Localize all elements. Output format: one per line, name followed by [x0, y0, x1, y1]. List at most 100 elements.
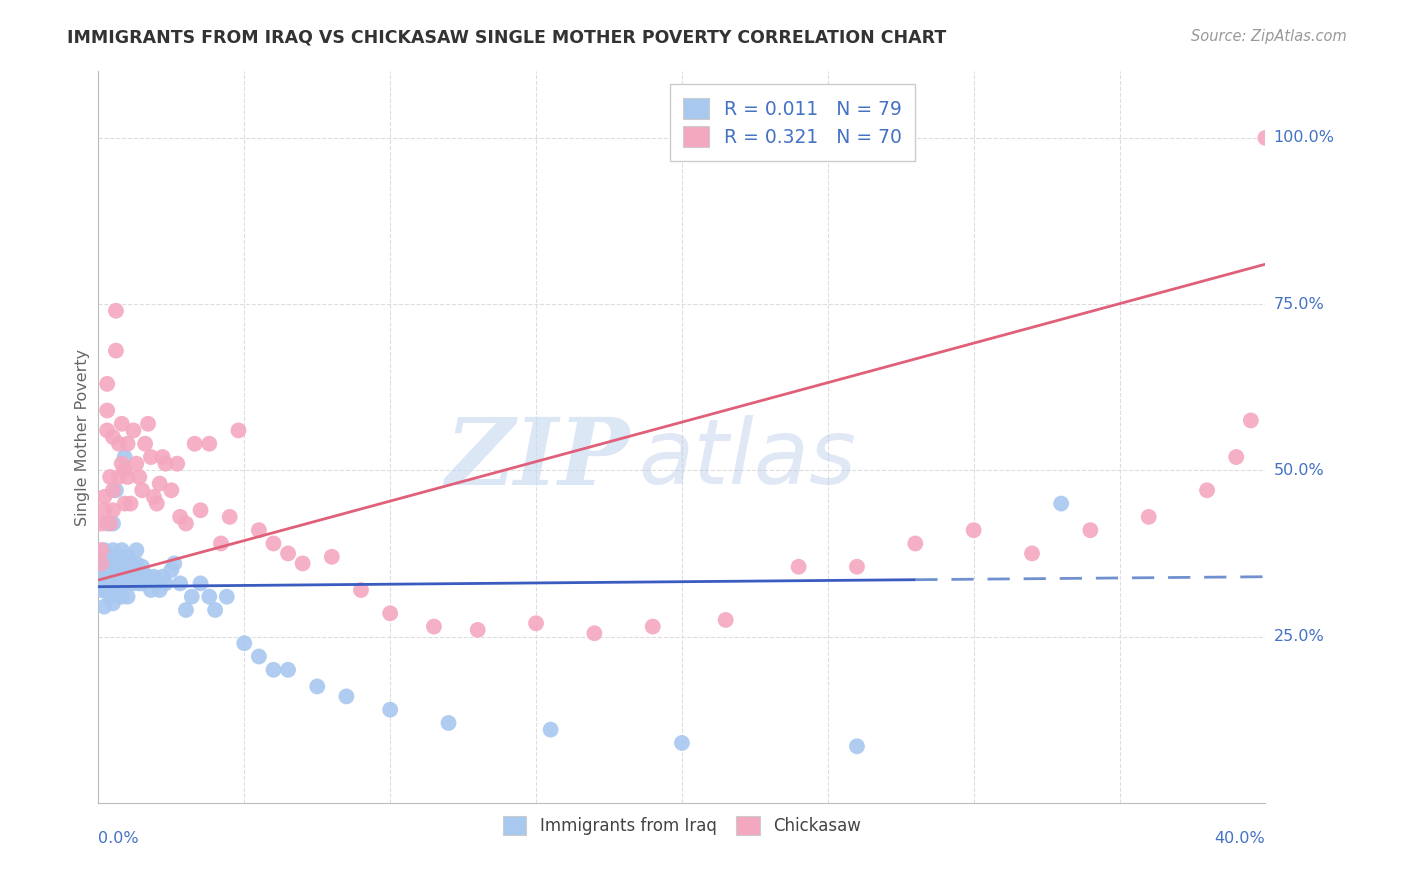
Point — [136, 570, 159, 584]
Point — [125, 457, 148, 471]
Point — [96, 557, 118, 571]
Point — [277, 546, 299, 560]
Point — [1021, 546, 1043, 560]
Point — [96, 376, 118, 391]
Point — [1137, 509, 1160, 524]
Text: atlas: atlas — [638, 415, 856, 503]
Point — [139, 450, 162, 464]
Point — [101, 576, 124, 591]
Point — [152, 570, 174, 584]
Point — [90, 557, 112, 571]
Point — [101, 503, 124, 517]
Point — [111, 417, 134, 431]
Point — [131, 576, 153, 591]
Point — [218, 509, 240, 524]
Point — [101, 596, 124, 610]
Point — [233, 636, 256, 650]
Point — [155, 576, 177, 591]
Point — [524, 616, 547, 631]
Point — [122, 563, 145, 577]
Point — [277, 663, 299, 677]
Text: 0.0%: 0.0% — [98, 830, 139, 846]
Point — [104, 483, 127, 498]
Point — [93, 490, 115, 504]
Point — [117, 590, 139, 604]
Point — [122, 576, 145, 591]
Point — [114, 576, 136, 591]
Point — [467, 623, 489, 637]
Text: 40.0%: 40.0% — [1215, 830, 1265, 846]
Point — [437, 716, 460, 731]
Text: 50.0%: 50.0% — [1274, 463, 1324, 478]
Y-axis label: Single Mother Poverty: Single Mother Poverty — [75, 349, 90, 525]
Point — [787, 559, 810, 574]
Text: 25.0%: 25.0% — [1274, 629, 1324, 644]
Point — [180, 590, 202, 604]
Point — [125, 543, 148, 558]
Point — [169, 576, 191, 591]
Point — [846, 739, 869, 754]
Point — [198, 590, 221, 604]
Point — [136, 417, 159, 431]
Point — [128, 470, 150, 484]
Point — [101, 430, 124, 444]
Point — [96, 424, 118, 438]
Point — [93, 599, 115, 614]
Point — [98, 590, 121, 604]
Point — [104, 582, 127, 597]
Point — [117, 470, 139, 484]
Point — [108, 470, 131, 484]
Point — [101, 483, 124, 498]
Point — [111, 570, 134, 584]
Point — [149, 476, 172, 491]
Point — [104, 557, 127, 571]
Point — [209, 536, 232, 550]
Point — [111, 543, 134, 558]
Point — [93, 543, 115, 558]
Point — [190, 503, 212, 517]
Point — [262, 663, 284, 677]
Point — [96, 516, 118, 531]
Point — [93, 582, 115, 597]
Point — [128, 576, 150, 591]
Point — [131, 559, 153, 574]
Point — [117, 436, 139, 450]
Point — [160, 563, 183, 577]
Point — [149, 582, 172, 597]
Point — [93, 503, 115, 517]
Point — [142, 490, 165, 504]
Point — [120, 497, 142, 511]
Point — [139, 582, 162, 597]
Text: ZIP: ZIP — [446, 414, 630, 504]
Point — [321, 549, 343, 564]
Point — [134, 570, 156, 584]
Point — [98, 576, 121, 591]
Point — [104, 303, 127, 318]
Point — [101, 543, 124, 558]
Point — [111, 557, 134, 571]
Point — [204, 603, 226, 617]
Point — [117, 576, 139, 591]
Point — [1050, 497, 1073, 511]
Point — [262, 536, 284, 550]
Point — [125, 557, 148, 571]
Point — [1080, 523, 1102, 537]
Point — [108, 582, 131, 597]
Point — [96, 403, 118, 417]
Point — [163, 557, 186, 571]
Point — [198, 436, 221, 450]
Point — [108, 570, 131, 584]
Point — [146, 497, 169, 511]
Point — [174, 516, 197, 531]
Point — [540, 723, 562, 737]
Point — [111, 457, 134, 471]
Point — [155, 457, 177, 471]
Point — [291, 557, 314, 571]
Point — [98, 570, 121, 584]
Point — [350, 582, 373, 597]
Point — [169, 509, 191, 524]
Point — [90, 557, 112, 571]
Point — [98, 559, 121, 574]
Legend: Immigrants from Iraq, Chickasaw: Immigrants from Iraq, Chickasaw — [496, 809, 868, 842]
Point — [108, 563, 131, 577]
